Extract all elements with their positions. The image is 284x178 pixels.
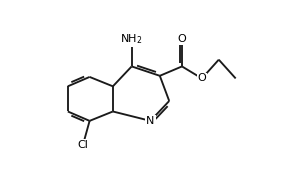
Text: O: O xyxy=(197,74,206,83)
Text: O: O xyxy=(178,34,186,44)
Text: NH$_2$: NH$_2$ xyxy=(120,32,143,46)
Text: N: N xyxy=(146,116,154,126)
Text: Cl: Cl xyxy=(78,140,88,150)
